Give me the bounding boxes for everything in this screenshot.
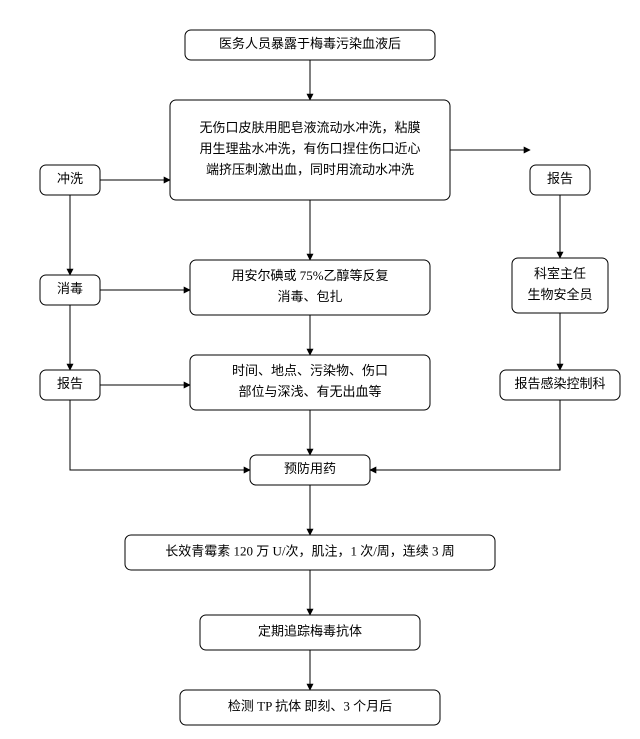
- svg-text:定期追踪梅毒抗体: 定期追踪梅毒抗体: [258, 623, 362, 638]
- node-rep_l: 报告: [40, 370, 100, 400]
- node-rinse_l: 冲洗: [40, 165, 100, 195]
- svg-text:消毒: 消毒: [57, 281, 83, 296]
- node-rep_c: 时间、地点、污染物、伤口部位与深浅、有无出血等: [190, 355, 430, 410]
- svg-text:报告感染控制科: 报告感染控制科: [514, 376, 605, 391]
- svg-text:消毒、包扎: 消毒、包扎: [277, 289, 342, 304]
- node-disinf_l: 消毒: [40, 275, 100, 305]
- node-safety_r: 科室主任生物安全员: [512, 258, 608, 313]
- svg-text:报告: 报告: [547, 171, 573, 186]
- flowchart-canvas: 医务人员暴露于梅毒污染血液后冲洗 无伤口皮肤用肥皂液流动水冲洗，粘膜用生理盐水冲洗…: [0, 0, 640, 739]
- node-start: 医务人员暴露于梅毒污染血液后: [185, 30, 435, 60]
- node-track: 定期追踪梅毒抗体: [200, 615, 420, 650]
- svg-text:无伤口皮肤用肥皂液流动水冲洗，粘膜: 无伤口皮肤用肥皂液流动水冲洗，粘膜: [199, 120, 420, 135]
- svg-text:部位与深浅、有无出血等: 部位与深浅、有无出血等: [238, 384, 381, 399]
- svg-text:长效青霉素 120 万 U/次，肌注，1 次/周，连续 3: 长效青霉素 120 万 U/次，肌注，1 次/周，连续 3 周: [165, 543, 455, 558]
- nodes-layer: 医务人员暴露于梅毒污染血液后冲洗 无伤口皮肤用肥皂液流动水冲洗，粘膜用生理盐水冲洗…: [40, 30, 620, 725]
- svg-text:预防用药: 预防用药: [284, 461, 336, 476]
- node-infect_r: 报告感染控制科: [500, 370, 620, 400]
- node-disinf_c: 用安尔碘或 75%乙醇等反复消毒、包扎: [190, 260, 430, 315]
- svg-text:用生理盐水冲洗，有伤口捏住伤口近心: 用生理盐水冲洗，有伤口捏住伤口近心: [199, 141, 420, 156]
- svg-text:报告: 报告: [57, 376, 83, 391]
- svg-text:端挤压刺激出血，同时用流动水冲洗: 端挤压刺激出血，同时用流动水冲洗: [206, 162, 414, 177]
- svg-text:检测 TP 抗体 即刻、3 个月后: 检测 TP 抗体 即刻、3 个月后: [228, 698, 392, 713]
- node-tp: 检测 TP 抗体 即刻、3 个月后: [180, 690, 440, 725]
- svg-text:医务人员暴露于梅毒污染血液后: 医务人员暴露于梅毒污染血液后: [219, 36, 401, 51]
- svg-text:科室主任: 科室主任: [534, 266, 586, 281]
- svg-text:冲洗: 冲洗: [57, 171, 83, 186]
- node-rinse_c: 无伤口皮肤用肥皂液流动水冲洗，粘膜用生理盐水冲洗，有伤口捏住伤口近心端挤压刺激出…: [170, 100, 450, 200]
- node-prevent: 预防用药: [250, 455, 370, 485]
- svg-text:生物安全员: 生物安全员: [527, 287, 592, 302]
- node-peni: 长效青霉素 120 万 U/次，肌注，1 次/周，连续 3 周: [125, 535, 495, 570]
- svg-text:时间、地点、污染物、伤口: 时间、地点、污染物、伤口: [232, 363, 388, 378]
- svg-text:用安尔碘或 75%乙醇等反复: 用安尔碘或 75%乙醇等反复: [231, 268, 388, 283]
- node-report_r: 报告: [530, 165, 590, 195]
